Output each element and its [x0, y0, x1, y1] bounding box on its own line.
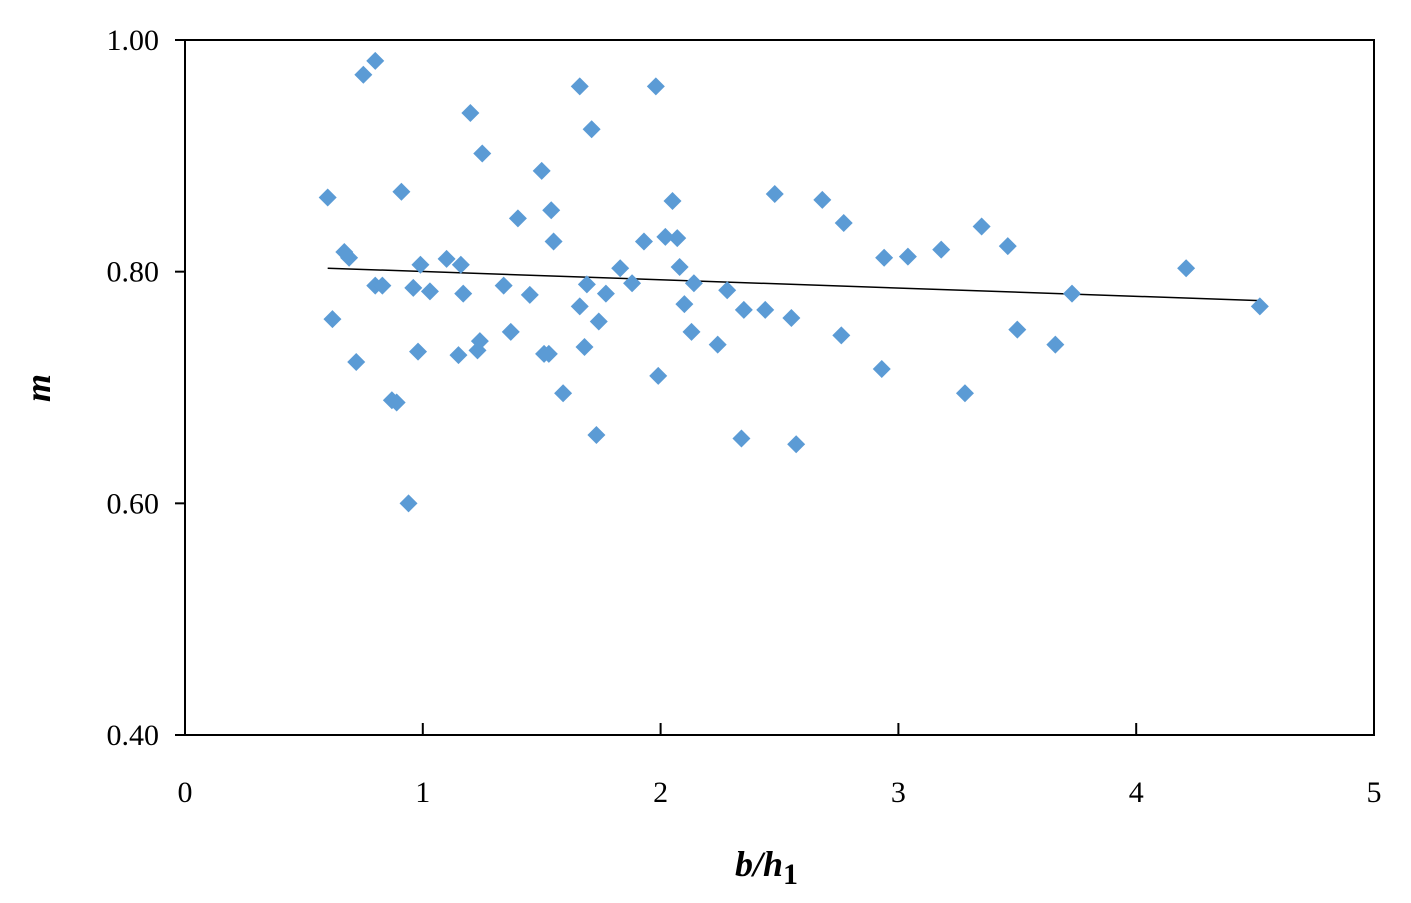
data-point [387, 393, 406, 412]
data-point [494, 276, 513, 295]
data-point [449, 346, 468, 365]
trendline [327, 267, 1260, 302]
data-point [955, 384, 974, 403]
data-point [570, 297, 589, 316]
data-point [718, 281, 737, 300]
x-axis-title: b/h1 [735, 844, 798, 891]
data-point [1250, 297, 1269, 316]
data-point [1062, 284, 1081, 303]
data-point [532, 161, 551, 180]
data-point [708, 335, 727, 354]
data-point [539, 344, 558, 363]
x-axis-ticks [184, 723, 1375, 735]
data-point [420, 282, 439, 301]
data-point [596, 284, 615, 303]
data-point [649, 366, 668, 385]
plot-area [184, 39, 1375, 736]
data-point [437, 249, 456, 268]
data-point [734, 300, 753, 319]
data-point [554, 384, 573, 403]
data-point [663, 192, 682, 211]
data-point [542, 201, 561, 220]
data-point [354, 65, 373, 84]
data-point [347, 353, 366, 372]
y-axis-title: m [18, 374, 58, 402]
data-point [582, 120, 601, 139]
data-point [318, 188, 337, 207]
data-point [898, 247, 917, 266]
data-point [998, 237, 1017, 256]
data-point [675, 295, 694, 314]
data-point [501, 322, 520, 341]
data-point [656, 227, 675, 246]
data-point [570, 77, 589, 96]
data-point [834, 214, 853, 233]
y-axis-ticks [175, 39, 185, 736]
data-point [399, 494, 418, 513]
data-point [451, 255, 470, 274]
y-tick-label: 1.00 [107, 24, 160, 57]
data-point [323, 310, 342, 329]
y-tick-label: 0.80 [107, 256, 160, 289]
data-point [682, 322, 701, 341]
data-point [373, 276, 392, 295]
data-point [409, 342, 428, 361]
data-point [611, 259, 630, 278]
x-tick-label: 3 [891, 776, 906, 809]
data-point [623, 274, 642, 293]
data-point [520, 285, 539, 304]
data-point [972, 217, 991, 236]
y-tick-label: 0.60 [107, 487, 160, 520]
x-tick-label: 2 [653, 776, 668, 809]
x-tick-label: 1 [415, 776, 430, 809]
data-point [411, 255, 430, 274]
data-point [787, 435, 806, 454]
data-point [832, 326, 851, 345]
data-point [577, 275, 596, 294]
x-tick-label: 0 [178, 776, 193, 809]
data-point [461, 103, 480, 122]
data-point [732, 429, 751, 448]
data-point [1008, 320, 1027, 339]
data-point [670, 258, 689, 277]
data-point [684, 274, 703, 293]
data-points [318, 51, 1269, 513]
data-point [782, 309, 801, 327]
data-point [932, 240, 951, 259]
data-point [589, 312, 608, 331]
data-point [508, 209, 527, 228]
data-point [1046, 335, 1065, 354]
data-point [340, 248, 359, 267]
data-point [404, 278, 423, 297]
y-axis-tick-labels: 0.40 0.60 0.80 1.00 [107, 24, 160, 752]
data-point [1177, 259, 1196, 278]
data-point [575, 337, 594, 356]
data-point [634, 232, 653, 251]
data-point [587, 425, 606, 444]
x-axis-tick-labels: 0 1 2 3 4 5 [178, 776, 1382, 809]
data-point [470, 332, 489, 351]
data-point [668, 229, 687, 248]
data-point [765, 185, 784, 204]
data-point [454, 284, 473, 303]
data-point [544, 232, 563, 251]
x-tick-label: 4 [1129, 776, 1144, 809]
data-point [392, 182, 411, 201]
data-point [646, 77, 665, 96]
data-point [813, 190, 832, 209]
data-point [473, 144, 492, 163]
y-tick-label: 0.40 [107, 719, 160, 752]
data-point [756, 300, 775, 319]
data-point [366, 51, 385, 70]
data-point [872, 359, 891, 378]
data-point [875, 248, 894, 267]
x-tick-label: 5 [1367, 776, 1382, 809]
